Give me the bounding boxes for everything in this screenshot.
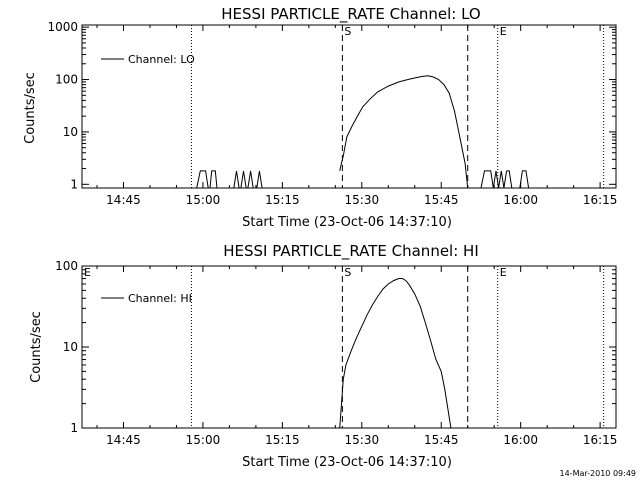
chart-title: HESSI PARTICLE_RATE Channel: HI [223,242,479,261]
legend: Channel: HI [101,292,192,305]
x-tick-label: 15:45 [424,193,459,207]
x-tick-label: 15:15 [265,433,300,447]
x-tick-label: 15:00 [186,193,221,207]
x-tick-label: 16:15 [583,433,618,447]
y-tick-label: 100 [55,73,78,87]
series-line [506,170,513,189]
legend-label: Channel: LO [128,53,195,66]
time-marker-label: S [344,266,351,279]
series-line [240,170,247,189]
y-axis-label: Counts/sec [29,311,44,383]
series-line [256,170,263,189]
x-tick-label: 15:30 [345,433,380,447]
chart-title: HESSI PARTICLE_RATE Channel: LO [221,5,480,24]
y-tick-label: 100 [55,259,78,273]
series-line [519,170,530,189]
series-line [339,75,469,189]
y-tick-label: 1000 [47,20,78,34]
x-tick-label: 15:45 [424,433,459,447]
series-line [339,278,452,429]
x-tick-label: 16:00 [503,433,538,447]
x-tick-label: 14:45 [106,193,141,207]
x-tick-label: 15:15 [265,193,300,207]
y-tick-label: 10 [63,340,78,354]
series-line [480,170,508,189]
time-marker-label: E [500,25,507,38]
y-axis-label: Counts/sec [23,72,38,144]
plot-frame [81,265,617,429]
series-line [196,170,212,189]
chart-panel-lo: HESSI PARTICLE_RATE Channel: LO Counts/s… [23,5,617,230]
time-marker-label: E [500,266,507,279]
x-tick-label: 16:15 [583,193,618,207]
y-tick-label: 10 [63,125,78,139]
legend: Channel: LO [101,53,195,66]
x-axis-label: Start Time (23-Oct-06 14:37:10) [242,215,452,230]
series-line [233,170,240,189]
x-tick-label: 15:30 [345,193,380,207]
legend-label: Channel: HI [128,292,192,305]
x-tick-label: 16:00 [503,193,538,207]
time-marker-label: E [84,266,91,279]
series-line [247,170,254,189]
time-marker-label: S [344,25,351,38]
footer-timestamp: 14-Mar-2010 09:49 [560,469,637,478]
x-axis-label: Start Time (23-Oct-06 14:37:10) [242,455,452,470]
y-tick-label: 1 [70,177,78,191]
y-tick-label: 1 [70,421,78,435]
series-line [209,170,218,189]
x-tick-label: 15:00 [186,433,221,447]
x-tick-label: 14:45 [106,433,141,447]
plot-frame [81,24,617,189]
chart-panel-hi: HESSI PARTICLE_RATE Channel: HI Counts/s… [29,242,617,470]
